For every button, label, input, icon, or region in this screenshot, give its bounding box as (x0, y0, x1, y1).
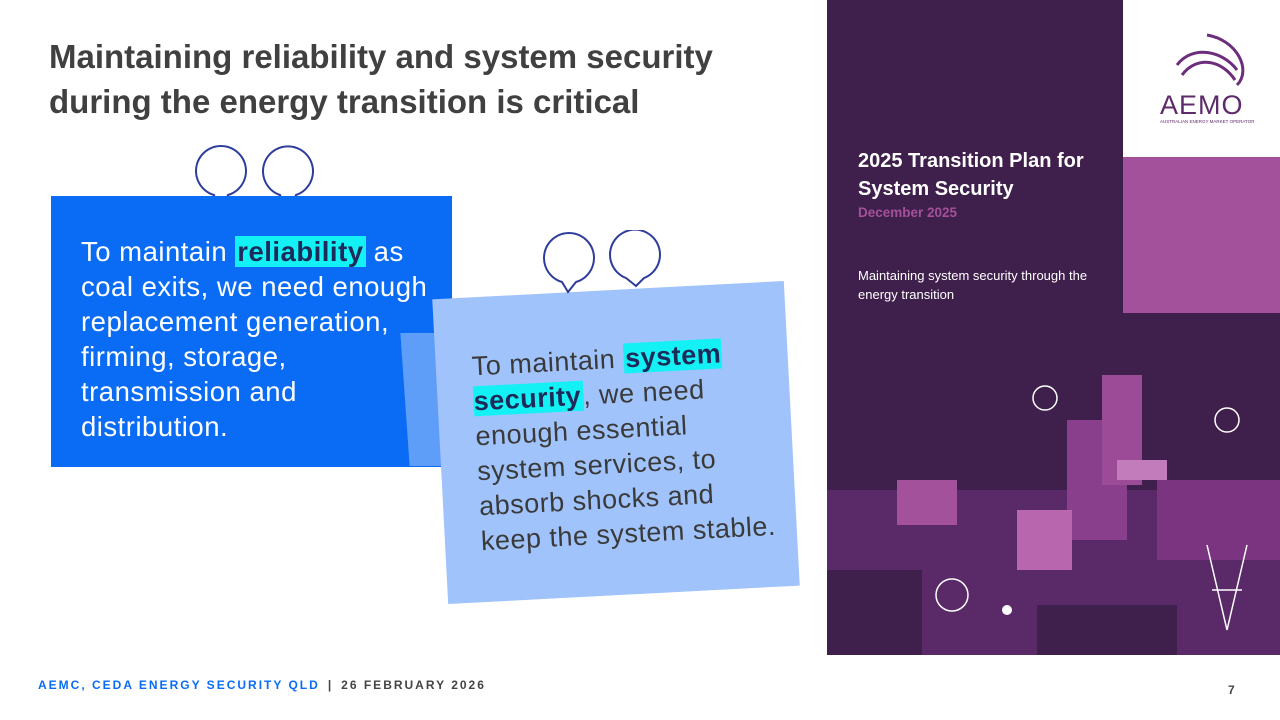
quote-text: as coal exits, we need enough replacemen… (81, 236, 428, 442)
security-quote-box: To maintain system security, we need eno… (432, 280, 800, 605)
aemo-logo-text: AEMO (1160, 90, 1244, 120)
footer-event: AEMC, CEDA ENERGY SECURITY QLD | 26 FEBRUA… (38, 678, 486, 692)
quote-marks-icon (543, 230, 661, 294)
reliability-quote-box: To maintain reliability as coal exits, w… (51, 196, 452, 467)
cover-date: December 2025 (858, 205, 958, 220)
quote-marks-icon (195, 145, 314, 220)
highlight-reliability: reliability (235, 236, 366, 267)
logo-panel (1123, 0, 1280, 157)
slide-title: Maintaining reliability and system secur… (49, 38, 713, 120)
footer-date: 26 FEBRUARY 2026 (341, 678, 486, 692)
energy-illustration (827, 375, 1280, 655)
footer-separator: | (327, 678, 334, 692)
report-cover: AEMO AUSTRALIAN ENERGY MARKET OPERATOR 2… (827, 0, 1280, 655)
cover-title: 2025 Transition Plan for System Security (858, 150, 1084, 200)
footer-event-label: AEMC, CEDA ENERGY SECURITY QLD (38, 678, 320, 692)
accent-panel (1123, 157, 1280, 313)
quote-text: To maintain (81, 236, 236, 267)
quote-text: To maintain (471, 343, 624, 382)
aemo-logo-icon (1175, 33, 1245, 87)
cover-subtitle: Maintaining system security through the … (858, 268, 1088, 302)
page-number: 7 (1228, 683, 1235, 697)
aemo-logo-subtext: AUSTRALIAN ENERGY MARKET OPERATOR (1160, 119, 1255, 124)
